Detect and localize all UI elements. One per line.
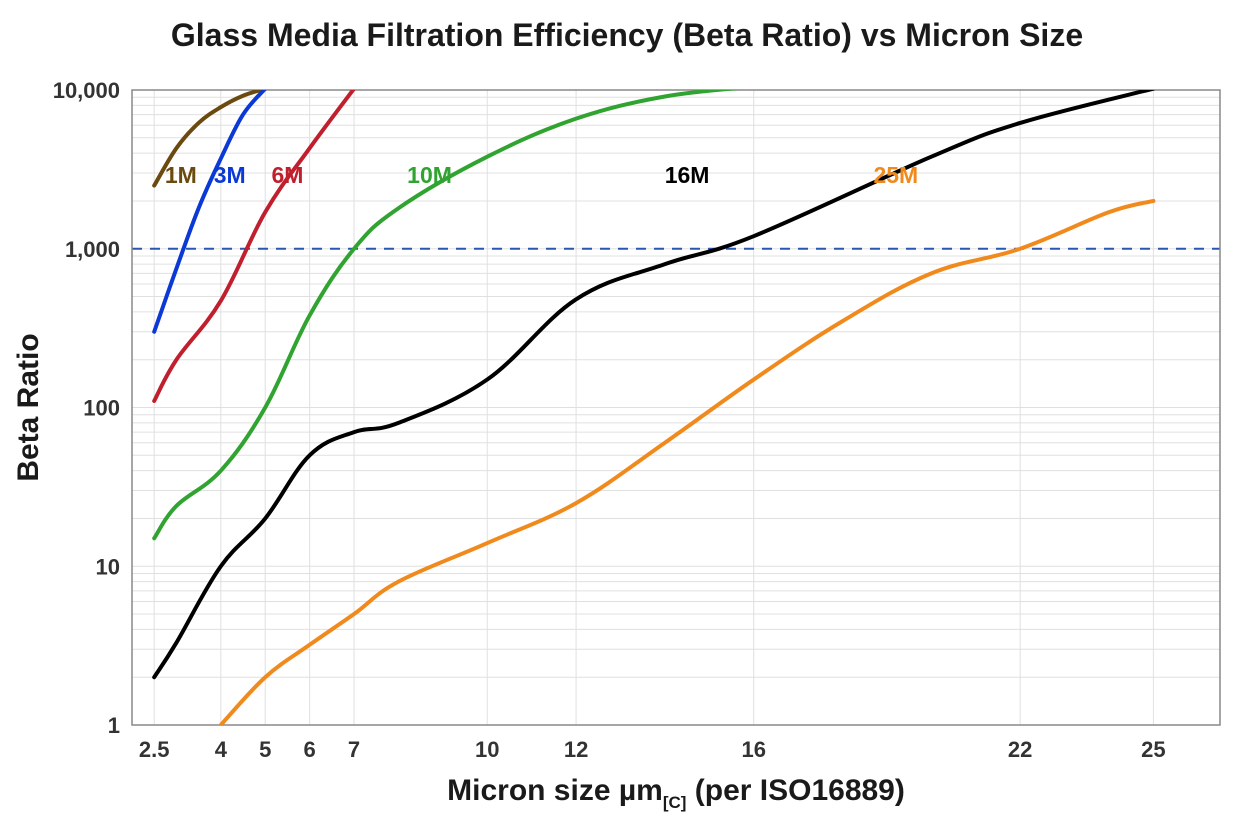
- x-tick-label: 25: [1141, 737, 1165, 762]
- y-tick-label: 10,000: [53, 78, 120, 103]
- x-tick-label: 10: [475, 737, 499, 762]
- series-label: 3M: [214, 162, 246, 188]
- series-label: 1M: [165, 162, 197, 188]
- series-label: 16M: [665, 162, 710, 188]
- y-tick-label: 1: [108, 713, 120, 738]
- x-tick-label: 6: [304, 737, 316, 762]
- y-tick-label: 1,000: [65, 237, 120, 262]
- y-tick-label: 10: [96, 554, 120, 579]
- series-label: 6M: [271, 162, 303, 188]
- x-tick-label: 16: [741, 737, 765, 762]
- x-tick-label: 12: [564, 737, 588, 762]
- series-label: 25M: [873, 162, 918, 188]
- y-axis-label: Beta Ratio: [12, 333, 45, 481]
- x-tick-label: 7: [348, 737, 360, 762]
- series-label: 10M: [407, 162, 452, 188]
- chart-container: Glass Media Filtration Efficiency (Beta …: [0, 0, 1254, 819]
- chart-title: Glass Media Filtration Efficiency (Beta …: [171, 17, 1083, 53]
- y-tick-label: 100: [83, 396, 120, 421]
- x-tick-label: 4: [215, 737, 228, 762]
- x-tick-label: 5: [259, 737, 271, 762]
- x-tick-label: 2.5: [139, 737, 170, 762]
- x-tick-label: 22: [1008, 737, 1032, 762]
- line-chart: Glass Media Filtration Efficiency (Beta …: [0, 0, 1254, 819]
